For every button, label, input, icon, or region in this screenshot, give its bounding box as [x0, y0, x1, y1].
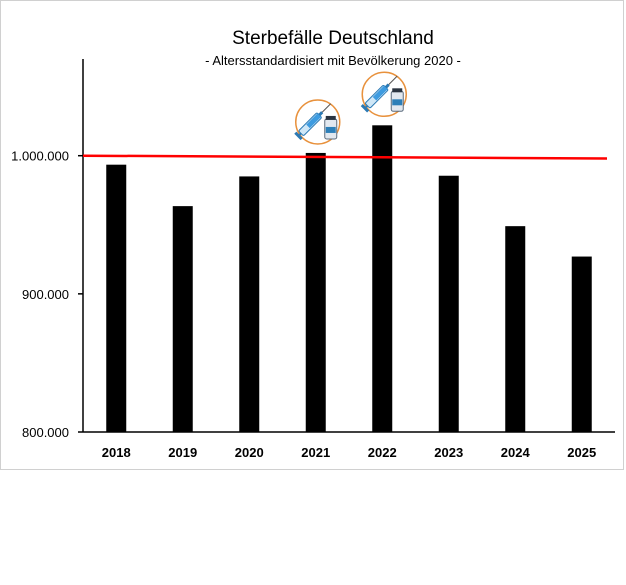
y-tick-label: 900.000: [22, 287, 69, 302]
bar-2018: [106, 164, 127, 432]
vaccine-annotations: [290, 65, 412, 147]
x-tick-label: 2022: [368, 445, 397, 460]
x-tick-label: 2025: [567, 445, 596, 460]
x-tick-label: 2019: [168, 445, 197, 460]
bar-2023: [438, 175, 459, 433]
y-axis-ticks: 800.000 900.000 1.000.000: [11, 149, 83, 440]
chart-title: Sterbefälle Deutschland: [232, 28, 434, 49]
x-tick-label: 2024: [501, 445, 531, 460]
chart-frame: Sterbefälle Deutschland - Altersstandard…: [0, 0, 624, 470]
bars: [106, 125, 592, 433]
syringe-vaccine-icon: [290, 92, 345, 147]
bar-2021: [305, 152, 326, 432]
chart-subtitle: - Altersstandardisiert mit Bevölkerung 2…: [205, 53, 461, 68]
bar-chart: Sterbefälle Deutschland - Altersstandard…: [11, 28, 615, 460]
bar-2020: [239, 176, 260, 432]
x-tick-label: 2023: [434, 445, 463, 460]
bar-2022: [372, 125, 393, 433]
bar-2025: [571, 256, 592, 432]
x-tick-label: 2020: [235, 445, 264, 460]
x-tick-label: 2021: [301, 445, 330, 460]
syringe-vaccine-icon: [357, 65, 412, 120]
bar-2024: [505, 226, 526, 432]
y-tick-label: 1.000.000: [11, 149, 69, 164]
y-tick-label: 800.000: [22, 425, 69, 440]
x-axis-ticks: 2018 2019 2020 2021 2022 2023 2024 2025: [102, 445, 596, 460]
reference-line: [82, 154, 608, 160]
bar-2019: [172, 206, 193, 432]
x-tick-label: 2018: [102, 445, 131, 460]
